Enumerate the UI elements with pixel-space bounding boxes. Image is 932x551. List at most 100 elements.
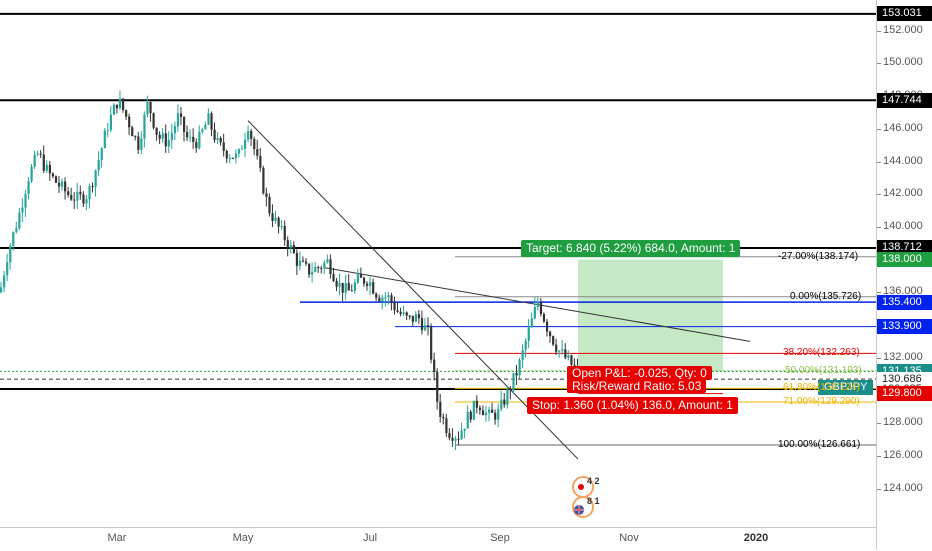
candle-body (423, 325, 427, 331)
target-label[interactable]: Target: 6.840 (5.22%) 684.0, Amount: 1 (521, 240, 741, 257)
candle-body (555, 344, 558, 352)
candle-body (268, 196, 271, 214)
candle-body (433, 359, 436, 373)
candle-body (195, 141, 198, 149)
candle-body (350, 290, 353, 292)
candle-body (61, 181, 64, 187)
candle-body (472, 400, 475, 420)
time-label-jul: Jul (362, 532, 378, 544)
candle-body (289, 245, 292, 249)
candle-body (112, 104, 116, 115)
candle-body (247, 131, 250, 140)
open-pl-label[interactable]: Open P&L: -0.025, Qty: 0 (567, 366, 712, 380)
fib-level-label: 0.00%(135.726) (790, 290, 862, 302)
candle-body (573, 364, 576, 366)
candle-body (39, 153, 42, 155)
candle-body (64, 181, 67, 192)
price-tag[interactable]: 129.800 (877, 386, 932, 402)
chart-area[interactable]: Target: 6.840 (5.22%) 684.0, Amount: 1 O… (0, 0, 876, 527)
candle-body (237, 149, 241, 154)
symbol-badge[interactable]: GBPJPY (818, 380, 874, 395)
candle-body (417, 314, 421, 319)
candle-body (436, 372, 439, 402)
fib-level-label: 71.00%(129.290) (783, 396, 860, 407)
candle-body (359, 274, 363, 278)
candle-body (317, 267, 320, 269)
candle-body (30, 166, 33, 182)
candle-body (457, 438, 460, 440)
price-tick-label: 128.000 (883, 416, 923, 429)
candle-body (570, 355, 573, 365)
candle-body (9, 245, 12, 263)
candle-body (192, 136, 195, 142)
price-tag[interactable]: 138.712 (877, 240, 932, 256)
price-axis[interactable]: 152.000150.000148.000146.000144.000142.0… (876, 0, 932, 550)
events-count-top: 4 2 (587, 476, 600, 486)
candle-body (36, 153, 39, 155)
candle-body (411, 315, 414, 322)
candle-body (79, 191, 82, 195)
fib-level-label: 38.20%(132.263) (783, 347, 860, 359)
candle-body (463, 428, 466, 431)
candle-body (186, 131, 189, 138)
candle-body (320, 268, 323, 270)
candle-body (183, 116, 186, 132)
candle-body (271, 213, 274, 222)
candle-body (167, 140, 170, 147)
time-label-2020: 2020 (743, 532, 769, 544)
risk-reward-label[interactable]: Risk/Reward Ratio: 5.03 (567, 379, 707, 393)
candle-body (539, 301, 543, 315)
candle-body (524, 340, 527, 350)
candle-body (219, 137, 222, 143)
candle-body (161, 133, 164, 139)
price-tick-mark (877, 161, 881, 163)
candle-body (420, 318, 424, 331)
candle-body (280, 225, 283, 227)
candle-body (381, 297, 384, 302)
price-tag[interactable]: 147.744 (877, 92, 932, 108)
price-tag[interactable]: 153.031 (877, 6, 932, 22)
candle-body (128, 116, 131, 128)
events-count-bottom: 8 1 (587, 496, 600, 506)
price-tick-label: 152.000 (883, 23, 923, 36)
candle-body (256, 149, 259, 156)
candlestick-chart[interactable] (0, 0, 876, 527)
price-tag[interactable]: 133.900 (877, 319, 932, 335)
candle-body (103, 130, 106, 149)
price-tick-label: 124.000 (883, 481, 923, 494)
candle-body (323, 262, 326, 269)
price-tag[interactable]: 138.000 (877, 252, 932, 268)
candle-body (439, 401, 442, 418)
candle-body (292, 245, 295, 254)
candle-body (152, 113, 155, 128)
candle-body (375, 293, 378, 298)
candle-body (509, 389, 512, 391)
candle-body (372, 282, 375, 294)
candle-body (250, 131, 253, 139)
candle-body (225, 150, 228, 159)
candle-body (33, 154, 36, 167)
candle-body (57, 182, 61, 187)
events-badge[interactable]: 4 2 8 1 (567, 473, 607, 525)
candle-body (497, 409, 500, 420)
candle-body (484, 412, 488, 416)
candle-body (378, 297, 381, 302)
candle-body (448, 433, 451, 438)
candle-body (393, 302, 396, 311)
trend-line-down (247, 120, 579, 460)
time-label-sep: Sep (490, 532, 510, 544)
candle-body (12, 232, 15, 246)
candle-body (478, 407, 482, 411)
time-axis[interactable]: Mar May Jul Sep Nov 2020 (0, 527, 876, 551)
stop-label[interactable]: Stop: 1.360 (1.04%) 136.0, Amount: 1 (527, 397, 738, 414)
price-tag[interactable]: 135.400 (877, 294, 932, 310)
candle-body (6, 262, 9, 276)
candle-body (283, 225, 286, 241)
candle-body (295, 253, 299, 266)
price-tick-mark (877, 455, 881, 457)
candle-body (445, 418, 448, 434)
candle-body (277, 217, 280, 227)
price-tick-label: 144.000 (883, 154, 923, 167)
candle-body (140, 138, 143, 150)
fib-level-label: 50.00%(131.193) (785, 364, 862, 376)
